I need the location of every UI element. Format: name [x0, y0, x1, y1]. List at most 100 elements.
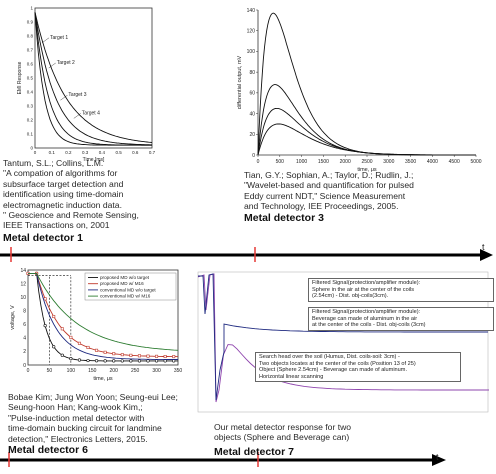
d6-marker [103, 359, 107, 363]
d1-series-label: Target 4 [82, 110, 100, 116]
d6-marker [155, 354, 159, 358]
d6-marker [69, 335, 73, 339]
d3-series-line [257, 123, 476, 156]
citation-detector-3: Tian, G.Y.; Sophian, A.; Taylor, D.; Rud… [244, 170, 414, 212]
d6-marker [112, 352, 116, 356]
d6-y-tick: 4 [23, 336, 26, 342]
d1-x-tick: 0.2 [65, 150, 72, 155]
d3-x-tick: 1000 [296, 159, 307, 165]
timeline-top-arrowhead [480, 249, 493, 261]
d1-y-tick: 0.7 [27, 48, 34, 53]
t-label-bottom: t [436, 452, 439, 462]
d1-series-label: Target 2 [57, 60, 75, 66]
title-detector-6: Metal detector 6 [8, 444, 88, 456]
d3-y-tick: 120 [247, 29, 256, 35]
d1-y-tick: 0.2 [27, 118, 34, 123]
title-detector-3: Metal detector 3 [244, 212, 324, 224]
title-detector-1: Metal detector 1 [3, 232, 83, 244]
d3-series-line [257, 12, 476, 156]
d6-y-tick: 2 [23, 349, 26, 355]
d6-marker [43, 324, 47, 328]
d1-y-tick: 0.3 [27, 104, 34, 109]
d3-x-tick: 1500 [318, 159, 329, 165]
d3-y-tick: 140 [247, 8, 256, 14]
d7-box-soil: Search head over the soil (Humus, Dist. … [255, 352, 461, 383]
caption-detector-7: Our metal detector response for two obje… [214, 422, 352, 443]
d1-x-tick: 0.4 [99, 150, 106, 155]
d3-series-line [257, 84, 476, 156]
d6-marker [129, 353, 133, 357]
d1-x-tick: 0.7 [149, 150, 156, 155]
d1-series-line [34, 12, 152, 146]
d3-series-line [257, 107, 476, 156]
d6-x-tick: 200 [110, 368, 119, 374]
d6-series-line [28, 272, 179, 351]
d1-xlabel: Time [ms] [83, 157, 105, 163]
d6-marker [112, 359, 116, 363]
d6-marker [146, 354, 150, 358]
d1-y-tick: 0 [30, 146, 33, 151]
d6-x-tick: 50 [47, 368, 53, 374]
d3-x-tick: 2500 [361, 159, 372, 165]
d6-marker [86, 358, 90, 363]
d6-marker [60, 327, 64, 331]
d6-x-tick: 0 [27, 368, 30, 374]
d1-x-tick: 0.6 [132, 150, 139, 155]
d3-x-tick: 3500 [405, 159, 416, 165]
d1-plot-frame [34, 7, 153, 149]
d7-box-sphere: Filtered Signal(protection/amplifier mod… [308, 278, 494, 302]
d6-marker [146, 359, 150, 363]
d3-x-tick: 4000 [427, 159, 438, 165]
d1-y-tick: 0.4 [27, 90, 34, 95]
d6-marker [69, 357, 73, 361]
d6-xlabel: time, μs [93, 376, 113, 382]
d6-legend-box [84, 272, 177, 301]
d6-series-line [28, 272, 178, 360]
d6-marker [172, 355, 176, 359]
d1-y-tick: 1 [30, 6, 33, 11]
d1-label-pointer [48, 62, 56, 69]
d3-x-tick: 2000 [340, 159, 351, 165]
d1-y-tick: 0.5 [27, 76, 34, 81]
d1-y-tick: 0.1 [27, 132, 34, 137]
d6-marker [52, 345, 56, 349]
d1-ylabel: EMI Response [17, 61, 23, 94]
d6-y-tick: 14 [20, 268, 26, 274]
d3-y-tick: 80 [249, 70, 255, 76]
timeline-bottom-arrowhead [432, 454, 446, 466]
d1-x-tick: 0.1 [49, 150, 56, 155]
d6-marker [77, 358, 82, 362]
d6-y-tick: 6 [23, 322, 26, 328]
d6-y-tick: 8 [23, 309, 26, 315]
d1-x-tick: 0.5 [115, 150, 122, 155]
d6-legend-label: proposed MD w/o target [100, 275, 150, 280]
d6-legend-label: conventional MD w/ M16 [100, 294, 151, 299]
d3-x-tick: 4500 [449, 159, 460, 165]
d6-marker [129, 359, 133, 363]
d6-x-tick: 250 [131, 368, 140, 374]
d1-label-pointer [73, 113, 81, 119]
d6-ylabel: voltage, V [10, 305, 16, 330]
d1-series-label: Target 3 [68, 92, 86, 98]
d1-x-tick: 0 [34, 150, 37, 155]
d6-y-tick: 10 [20, 295, 26, 301]
d3-x-tick: 0 [257, 159, 260, 165]
d3-y-tick: 0 [252, 153, 255, 159]
citation-detector-1: Tantum, S.L.; Collins, L.M. "A compation… [3, 158, 139, 231]
d3-y-tick: 100 [247, 49, 256, 55]
d6-x-tick: 100 [67, 368, 76, 374]
d6-marker [137, 354, 141, 358]
d6-marker [120, 353, 124, 357]
d3-x-tick: 500 [276, 159, 285, 165]
d6-marker [43, 297, 47, 301]
d6-marker [172, 359, 176, 363]
d1-y-tick: 0.9 [27, 20, 34, 25]
d7-trace-purple [197, 273, 489, 403]
d6-legend-label: conventional MD w/o target [100, 287, 156, 292]
d6-x-tick: 300 [152, 368, 161, 374]
d6-marker [95, 348, 99, 352]
d6-marker [103, 350, 107, 354]
d3-x-tick: 5000 [470, 159, 481, 165]
d1-y-tick: 0.8 [27, 34, 34, 39]
d6-marker [60, 353, 64, 357]
